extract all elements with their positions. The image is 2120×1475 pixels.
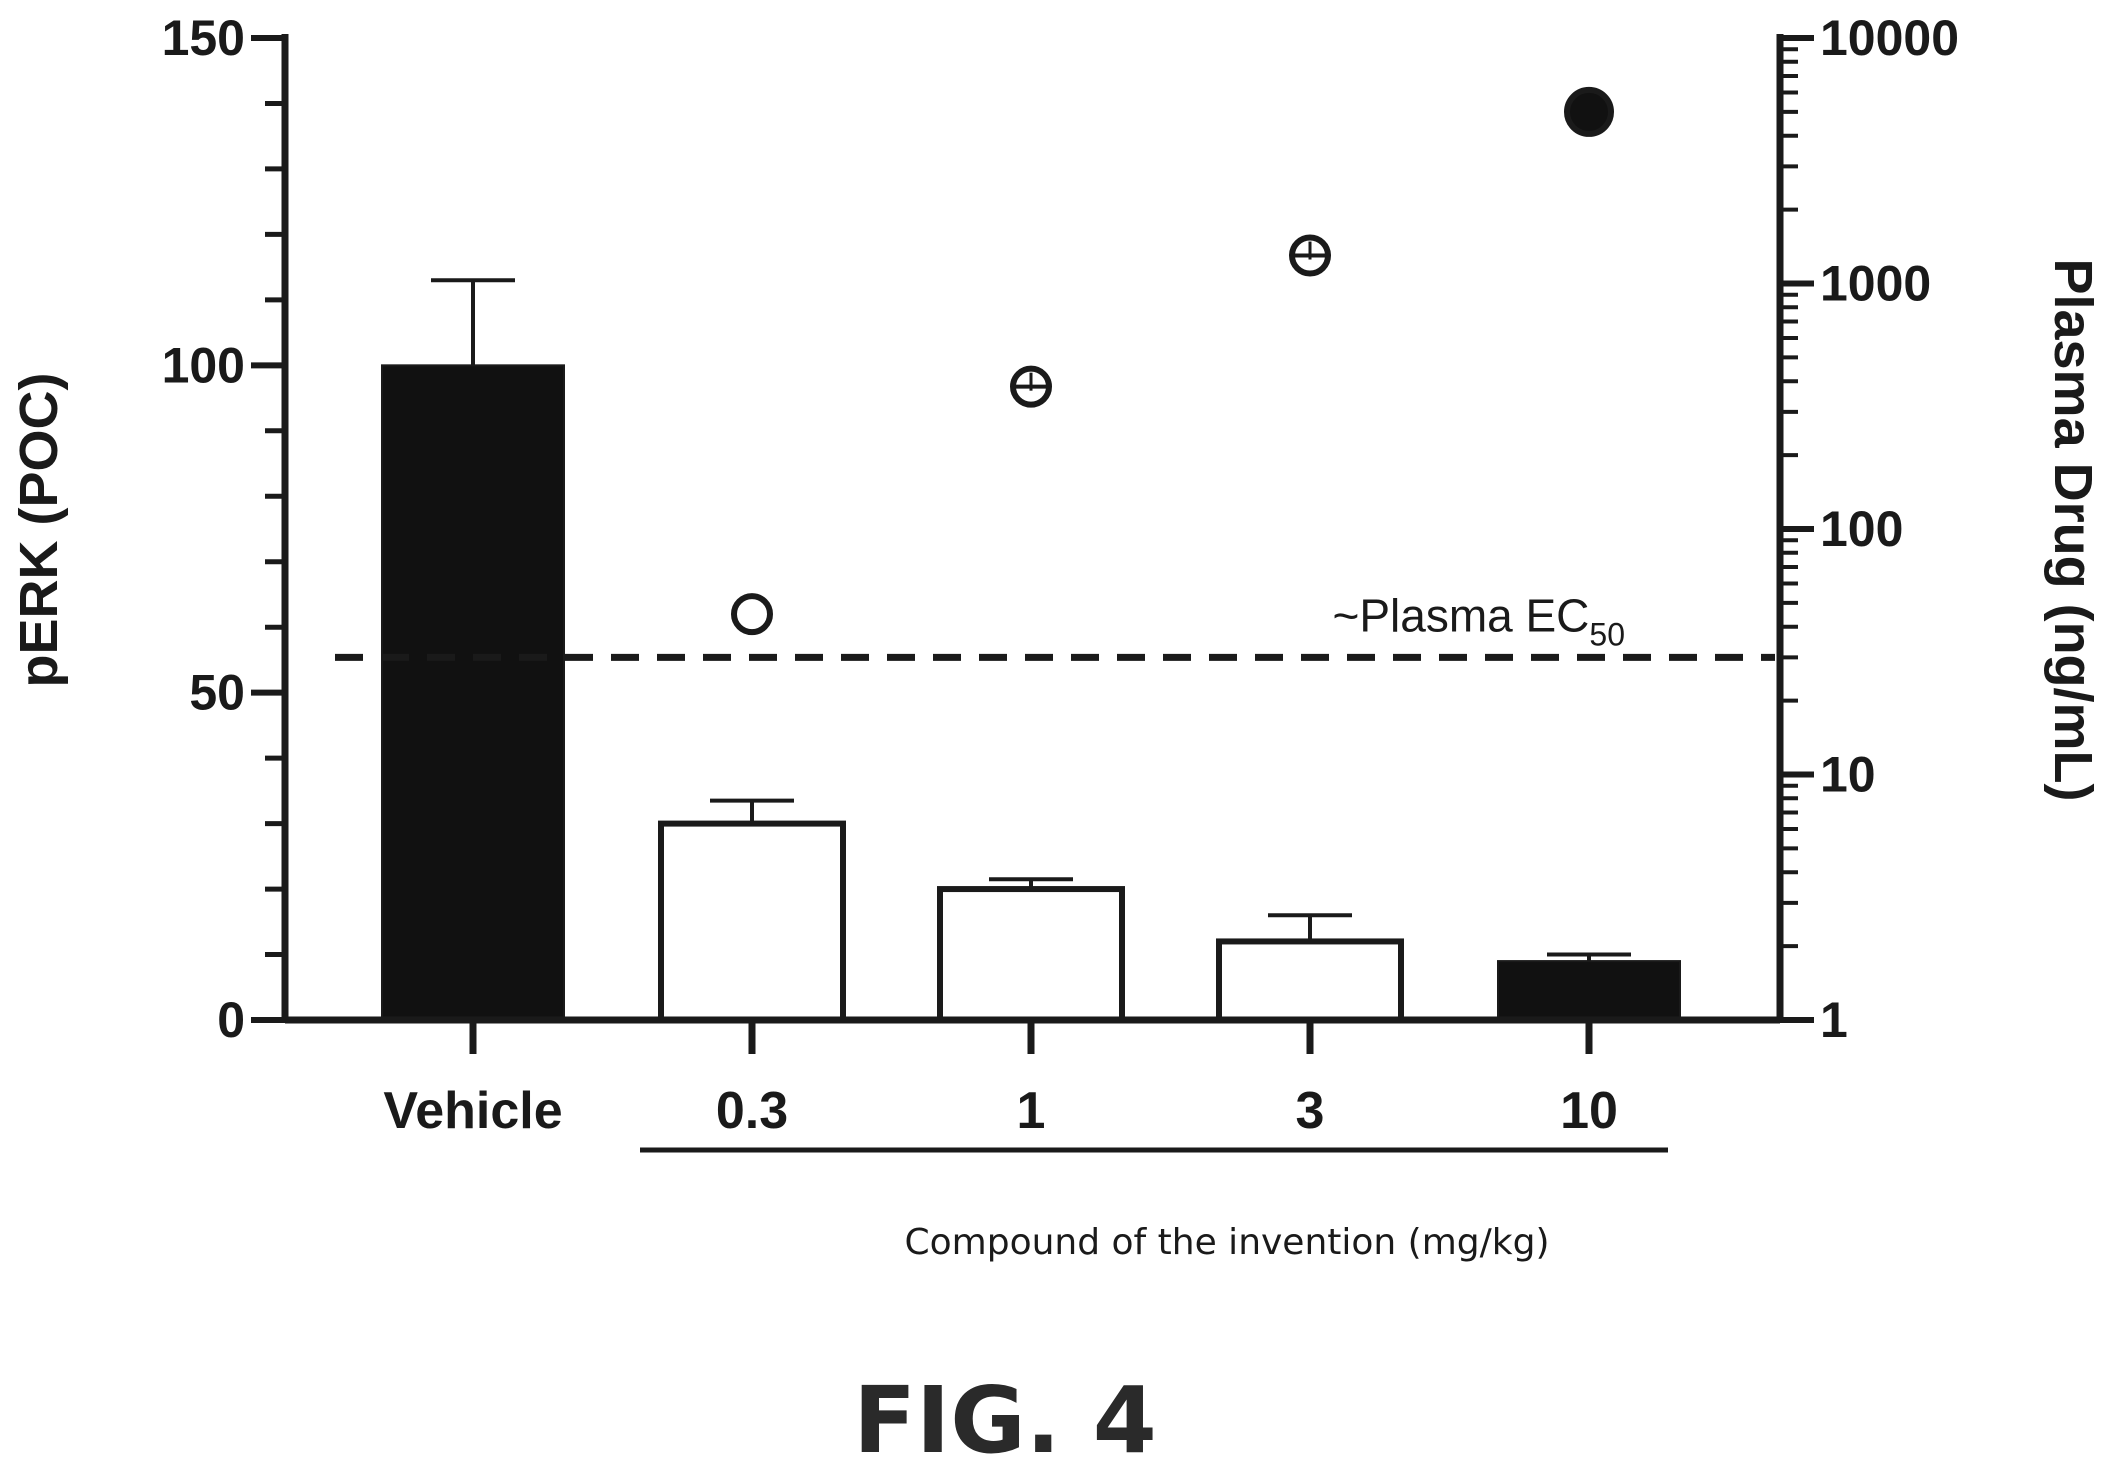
bar xyxy=(937,886,1125,1023)
figure-label: FIG. 4 xyxy=(853,1367,1157,1474)
left-tick-label: 50 xyxy=(189,665,245,721)
left-tick-label: 100 xyxy=(162,337,245,393)
plasma-point xyxy=(1564,86,1614,137)
bar xyxy=(1216,938,1404,1023)
right-tick-label: 1 xyxy=(1820,992,1848,1048)
right-axis-title: Plasma Drug (ng/mL) xyxy=(2043,258,2103,801)
x-tick-label: 10 xyxy=(1560,1082,1618,1140)
svg-text:~Plasma EC50: ~Plasma EC50 xyxy=(1332,589,1625,652)
left-axis: 0 50 100 150 xyxy=(162,10,289,1048)
left-axis-title: pERK (POC) xyxy=(9,373,69,688)
bar-series xyxy=(335,278,1775,1023)
bar xyxy=(381,364,565,1022)
x-tick-label: 3 xyxy=(1296,1082,1325,1140)
x-tick-label: 0.3 xyxy=(716,1082,788,1140)
right-tick-label: 10 xyxy=(1820,747,1876,803)
right-tick-label: 100 xyxy=(1820,501,1903,557)
right-tick-label: 10000 xyxy=(1820,10,1959,66)
right-axis: 1 10 100 1000 10000 xyxy=(1776,10,1959,1048)
right-tick-label: 1000 xyxy=(1820,256,1931,312)
bar xyxy=(1497,960,1681,1022)
plasma-point xyxy=(731,593,773,636)
x-tick-label: 1 xyxy=(1017,1082,1046,1140)
group-label: Compound of the invention (mg/kg) xyxy=(904,1222,1549,1263)
plasma-point-series xyxy=(731,86,1614,636)
reference-line-label-subscript: 50 xyxy=(1589,616,1625,652)
x-tick-label: Vehicle xyxy=(383,1082,562,1140)
reference-line-label-main: ~Plasma EC xyxy=(1332,589,1589,641)
reference-line-label: ~Plasma EC50 xyxy=(1332,589,1625,652)
left-tick-label: 150 xyxy=(162,10,245,66)
left-tick-label: 0 xyxy=(217,992,245,1048)
x-axis: Vehicle 0.3 1 3 10 xyxy=(285,1016,1780,1140)
bar xyxy=(658,820,846,1023)
